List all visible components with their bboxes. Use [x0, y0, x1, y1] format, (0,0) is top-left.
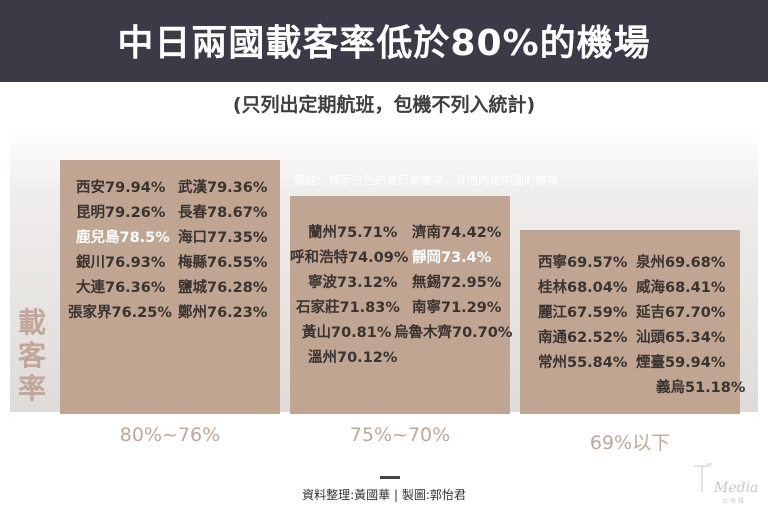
- airport-label: 泉州69.68%: [636, 255, 726, 271]
- airport-label: 鹽城76.28%: [178, 280, 268, 296]
- logo-subtext: 台 灣 媒: [722, 497, 744, 505]
- airport-label: 寧波73.12%: [308, 275, 398, 291]
- airport-label: 南寧71.29%: [412, 300, 502, 316]
- airport-label: 海口77.35%: [178, 230, 268, 246]
- logo-mark: [694, 463, 712, 492]
- airport-label: 溫州70.12%: [308, 350, 398, 366]
- x-tick-label: 80%~76%: [119, 424, 221, 446]
- airport-label: 鄭州76.23%: [178, 305, 268, 321]
- airport-label: 銀川76.93%: [76, 255, 166, 271]
- airport-label: 煙臺59.94%: [636, 355, 726, 371]
- airport-label: 大連76.36%: [76, 280, 166, 296]
- bar-3: [520, 230, 740, 414]
- media-logo: Media 台 灣 媒: [694, 463, 758, 505]
- airport-label: 西寧69.57%: [538, 255, 628, 271]
- x-tick-label: 75%~70%: [349, 424, 451, 446]
- airport-label: 蘭州75.71%: [308, 225, 398, 241]
- bar-1: [60, 160, 280, 414]
- footer-divider: [380, 476, 400, 479]
- chart-subtitle: (只列出定期航班，包機不列入統計): [232, 94, 536, 116]
- footer-credit: 資料整理:黃國華 | 製圖:郭怡君: [302, 488, 466, 502]
- title-bar: 中日兩國載客率低於80%的機場: [0, 0, 768, 82]
- airport-label: 靜岡73.4%: [412, 250, 492, 266]
- airport-label: 西安79.94%: [76, 180, 166, 196]
- airport-label: 無錫72.95%: [412, 275, 502, 291]
- airport-label: 梅縣76.55%: [178, 255, 268, 271]
- y-axis-label: 載客率: [17, 306, 46, 405]
- airport-label: 桂林68.04%: [538, 280, 628, 296]
- airport-label: 黃山70.81%: [302, 325, 392, 341]
- airport-label: 長春78.67%: [178, 205, 268, 221]
- legend-note: 備註：標示白色的是日本機場，其他的是中國的機場: [294, 173, 559, 187]
- airport-label: 張家界76.25%: [68, 305, 172, 321]
- airport-label: 濟南74.42%: [412, 225, 502, 241]
- airport-label: 義烏51.18%: [656, 380, 746, 396]
- airport-label: 昆明79.26%: [76, 205, 166, 221]
- airport-label: 汕頭65.34%: [636, 330, 726, 346]
- airport-label: 常州55.84%: [538, 355, 628, 371]
- airport-label: 武漢79.36%: [178, 180, 268, 196]
- airport-label: 烏魯木齊70.70%: [394, 325, 513, 341]
- airport-label: 延吉67.70%: [636, 305, 726, 321]
- x-tick-label: 69%以下: [589, 432, 671, 454]
- airport-label: 威海68.41%: [636, 280, 726, 296]
- airport-label: 石家莊71.83%: [296, 300, 400, 316]
- airport-label: 呼和浩特74.09%: [290, 250, 409, 266]
- airport-label: 南通62.52%: [538, 330, 628, 346]
- logo-text: Media: [713, 480, 758, 496]
- airport-label: 鹿兒島78.5%: [76, 230, 170, 246]
- airport-label: 麗江67.59%: [538, 305, 628, 321]
- chart-title: 中日兩國載客率低於80%的機場: [117, 23, 651, 64]
- bar-2: [290, 196, 510, 414]
